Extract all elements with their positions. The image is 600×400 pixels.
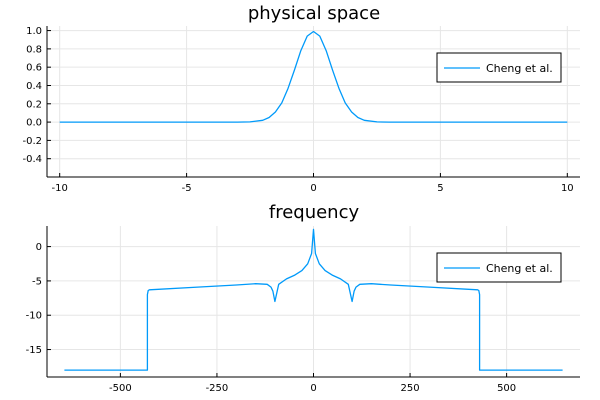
top-y-tick-label: 0.6 (26, 63, 42, 74)
top-y-tick-label: -0.2 (22, 136, 42, 147)
bottom-series (64, 228, 563, 371)
top-series (59, 30, 568, 123)
top-legend: Cheng et al. (436, 52, 562, 83)
bottom-y-ticks: -15 -10 -5 0 (26, 242, 51, 356)
top-y-tick-label: -0.4 (22, 154, 42, 165)
bottom-y-tick-label: -5 (32, 276, 42, 287)
bottom-x-tick-label: -250 (206, 383, 229, 394)
top-grid (47, 26, 580, 177)
top-y-tick-label: 0.0 (26, 118, 42, 129)
top-series-line (59, 30, 568, 123)
top-legend-label: Cheng et al. (486, 62, 553, 75)
bottom-x-tick-label: -500 (109, 383, 132, 394)
top-y-tick-label: 0.4 (26, 81, 42, 92)
bottom-chart-title: frequency (269, 202, 360, 223)
top-y-tick-label: 0.8 (26, 44, 42, 55)
top-x-tick-label: -10 (52, 183, 68, 194)
top-panel: physical space -10 -5 0 5 10 -0.4 -0.2 0.0 0.2 0… (22, 3, 580, 194)
bottom-x-tick-label: 250 (401, 383, 420, 394)
top-x-tick-label: 0 (310, 183, 316, 194)
top-y-tick-label: 1.0 (26, 26, 42, 37)
top-x-tick-label: 10 (561, 183, 574, 194)
bottom-legend: Cheng et al. (436, 252, 562, 283)
bottom-y-tick-label: -10 (26, 311, 42, 322)
top-x-ticks: -10 -5 0 5 10 (52, 173, 574, 194)
top-chart-title: physical space (248, 3, 380, 24)
bottom-y-tick-label: 0 (36, 242, 42, 253)
bottom-x-tick-label: 500 (497, 383, 516, 394)
bottom-x-tick-label: 0 (310, 383, 316, 394)
top-y-tick-label: 0.2 (26, 99, 42, 110)
bottom-series-line (64, 228, 563, 371)
bottom-grid (47, 226, 580, 377)
top-x-tick-label: 5 (437, 183, 443, 194)
top-x-tick-label: -5 (182, 183, 192, 194)
bottom-panel: frequency -500 -250 0 250 500 -15 -10 -5 0 Chen… (26, 202, 580, 394)
bottom-legend-label: Cheng et al. (486, 262, 553, 275)
bottom-x-ticks: -500 -250 0 250 500 (109, 373, 516, 394)
bottom-y-tick-label: -15 (26, 345, 42, 356)
top-y-ticks: -0.4 -0.2 0.0 0.2 0.4 0.6 0.8 1.0 (22, 26, 51, 165)
